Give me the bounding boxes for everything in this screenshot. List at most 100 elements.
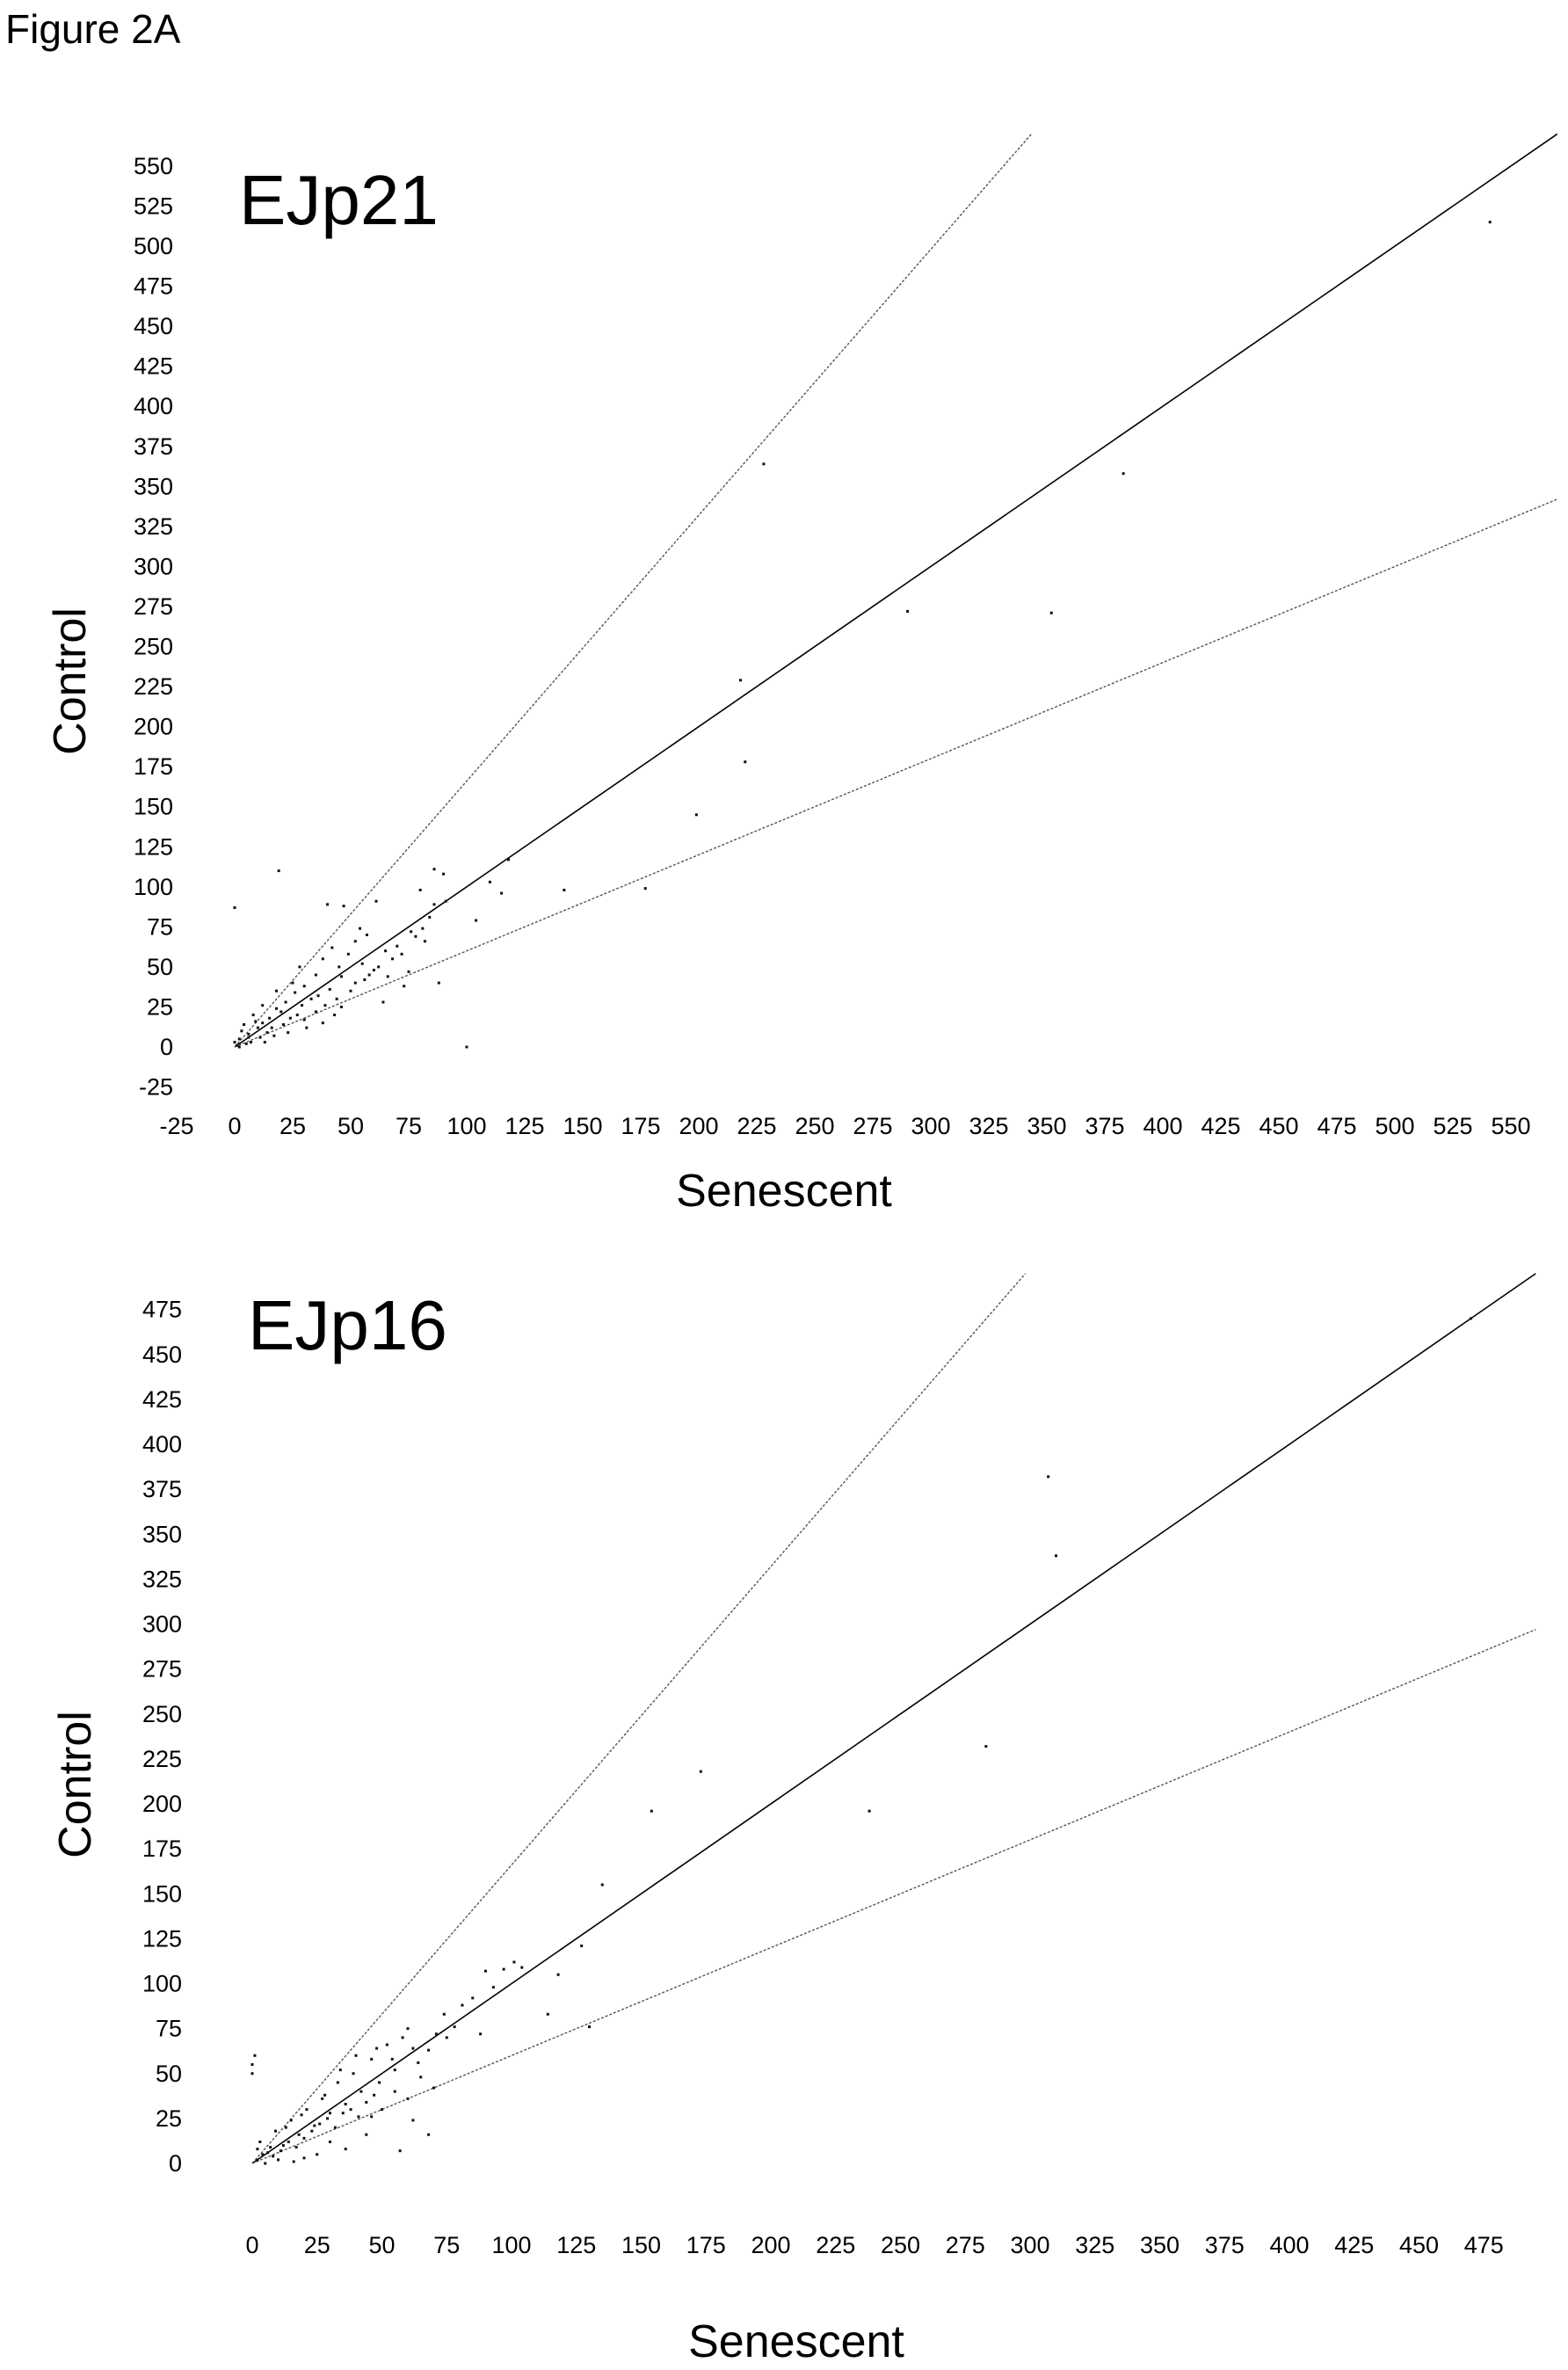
data-point (580, 1945, 584, 1948)
y-tick-label: -25 (139, 1074, 173, 1101)
data-point (744, 760, 747, 764)
scatter-plot-ejp21: -25 0 25 50 75 100 125 150 175 200 225 250 275 300 325… (45, 133, 1558, 1217)
x-tick-label: 275 (946, 2232, 985, 2258)
data-point (423, 940, 426, 943)
data-point (275, 989, 279, 992)
data-point (233, 905, 236, 909)
data-point (694, 813, 698, 817)
data-point (342, 905, 345, 908)
data-point (247, 1032, 250, 1036)
data-point (502, 1967, 505, 1971)
data-point (556, 1973, 560, 1976)
data-point (305, 2108, 309, 2112)
data-point (266, 2151, 270, 2155)
x-axis-title: Senescent (688, 2316, 904, 2367)
panel-title: EJp21 (239, 161, 439, 239)
x-tick-label: 300 (911, 1113, 950, 1139)
data-point (330, 946, 334, 949)
data-point (479, 2032, 483, 2036)
x-tick-label: 450 (1399, 2232, 1439, 2258)
reference-line-3 (251, 1628, 1536, 2164)
data-point (287, 2140, 290, 2143)
data-point (393, 2068, 396, 2072)
data-point (353, 981, 357, 985)
data-point (277, 869, 280, 873)
y-tick-label: 75 (147, 913, 173, 940)
data-point (427, 2048, 431, 2052)
data-point (563, 888, 566, 891)
y-tick-label: 0 (169, 2150, 182, 2177)
x-tick-label: 475 (1317, 1113, 1356, 1139)
data-point (316, 994, 320, 998)
y-tick-label: 125 (134, 833, 173, 860)
data-point (302, 1018, 306, 1021)
data-point (445, 2036, 448, 2039)
x-tick-label: 325 (969, 1113, 1008, 1139)
data-point (444, 899, 447, 903)
data-point (363, 978, 367, 981)
data-point (374, 899, 378, 903)
x-tick-label: 425 (1201, 1113, 1240, 1139)
data-point (400, 952, 403, 956)
data-point (265, 1031, 269, 1035)
data-point (414, 934, 417, 938)
data-point (258, 2140, 262, 2143)
data-point (434, 2032, 438, 2036)
y-tick-label: 175 (142, 1836, 182, 1862)
data-point (367, 973, 371, 977)
x-tick-label: 425 (1334, 2232, 1374, 2258)
data-point (360, 962, 364, 965)
data-point (418, 888, 422, 891)
reference-line-1 (251, 1273, 1027, 2164)
data-point (291, 981, 294, 985)
data-point (381, 1000, 385, 1004)
y-tick-label: 50 (147, 954, 173, 980)
data-point (353, 940, 357, 943)
data-point (302, 2156, 306, 2160)
x-tick-label: 450 (1259, 1113, 1298, 1139)
data-point (247, 1036, 250, 1039)
data-point (365, 933, 368, 936)
data-point (237, 1045, 241, 1049)
data-point (385, 2043, 388, 2046)
data-point (378, 2081, 381, 2084)
data-point (335, 997, 338, 1000)
data-point (461, 2003, 464, 2007)
y-tick-label: 325 (134, 513, 173, 540)
data-point (281, 1022, 285, 1026)
data-point (484, 1969, 487, 1973)
data-point (381, 2108, 383, 2112)
data-point (354, 2054, 358, 2057)
data-point (243, 1022, 246, 1026)
data-point (600, 1883, 604, 1887)
data-point (274, 2129, 278, 2133)
data-point (365, 2100, 368, 2104)
data-point (326, 903, 330, 906)
data-point (407, 970, 410, 973)
y-tick-label: 400 (134, 393, 173, 419)
data-point (432, 868, 436, 871)
data-point (321, 1021, 324, 1025)
data-point (261, 1004, 265, 1007)
x-tick-label: 100 (446, 1113, 486, 1139)
data-point (240, 1029, 243, 1033)
x-tick-label: 150 (563, 1113, 602, 1139)
data-point (295, 1014, 299, 1017)
x-tick-label: 400 (1143, 1113, 1182, 1139)
y-tick-label: 300 (142, 1611, 182, 1638)
data-point (373, 2093, 376, 2097)
data-point (256, 2158, 259, 2162)
data-point (272, 2155, 275, 2158)
y-tick-label: 475 (134, 273, 173, 300)
x-tick-label: -25 (159, 1113, 193, 1139)
y-tick-label: 125 (142, 1925, 182, 1952)
y-tick-label: 350 (134, 473, 173, 499)
y-tick-label: 200 (142, 1791, 182, 1817)
x-tick-label: 350 (1140, 2232, 1180, 2258)
data-point (372, 969, 375, 972)
data-point (359, 2090, 363, 2093)
y-tick-label: 475 (142, 1297, 182, 1323)
data-point (346, 952, 350, 956)
x-tick-label: 25 (304, 2232, 330, 2258)
reference-line-1 (234, 133, 1033, 1048)
